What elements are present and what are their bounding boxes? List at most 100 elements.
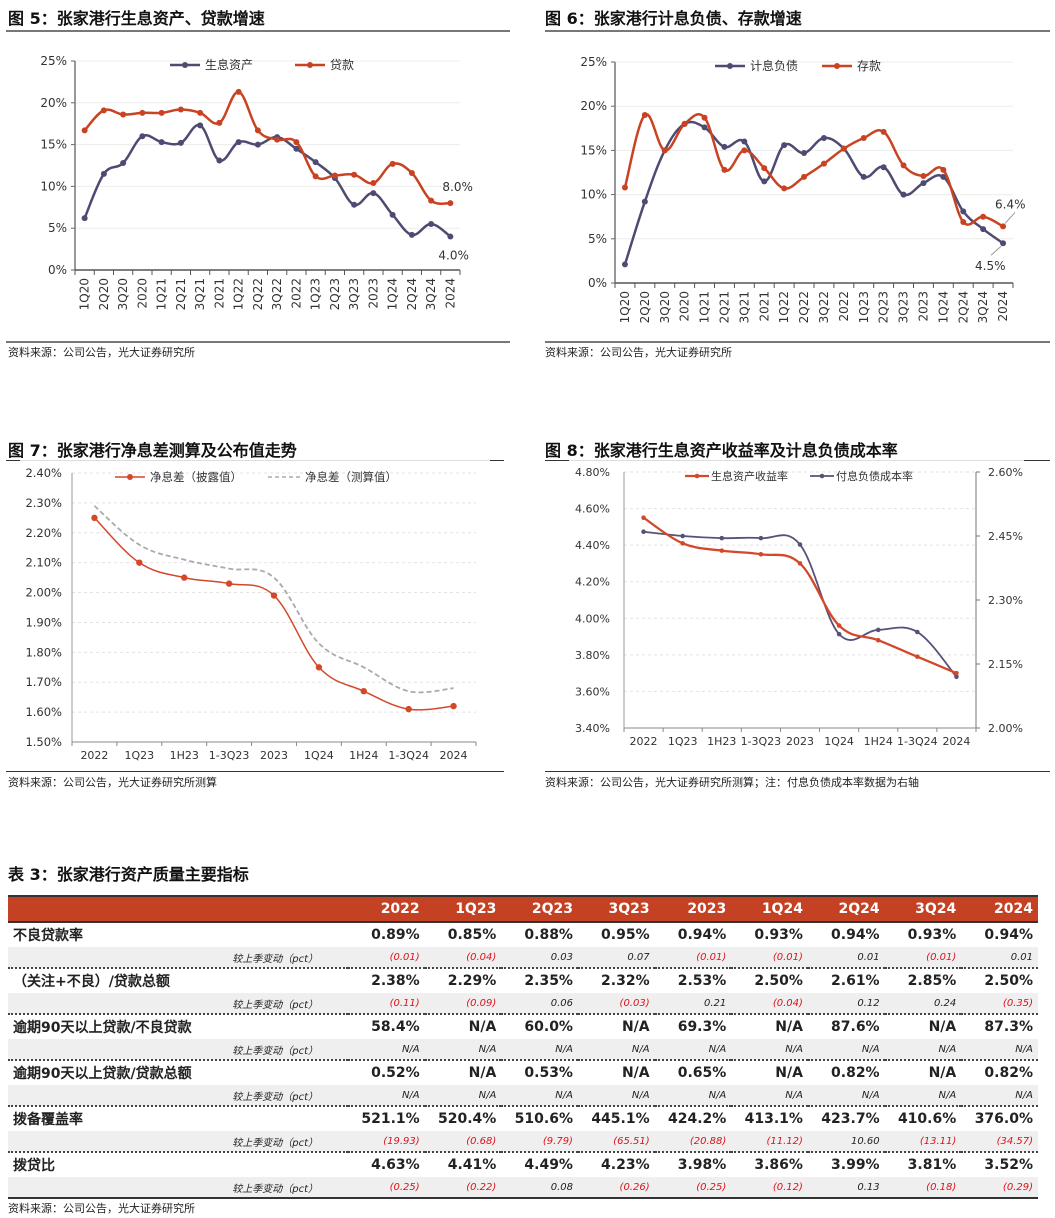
data-point	[447, 200, 454, 207]
legend-label: 生息资产收益率	[711, 469, 788, 483]
y-tick-label-left: 4.00%	[575, 612, 610, 625]
data-point	[840, 145, 847, 152]
change-value: 0.06	[501, 993, 578, 1015]
change-value: (0.26)	[577, 1177, 655, 1199]
change-value: N/A	[501, 1085, 578, 1107]
data-point	[389, 160, 396, 167]
change-value: N/A	[424, 1039, 502, 1061]
change-value: (9.79)	[501, 1131, 578, 1153]
table-header-cell: 1Q23	[424, 895, 502, 923]
data-point	[81, 127, 88, 134]
x-tick-label: 2Q21	[717, 291, 731, 323]
data-point	[900, 191, 907, 198]
data-point	[139, 109, 146, 116]
data-point	[758, 551, 764, 557]
x-tick-label: 1H24	[864, 735, 893, 748]
change-value: 10.60	[807, 1131, 885, 1153]
row-value: N/A	[621, 1065, 650, 1081]
row-value: 2.50%	[754, 973, 803, 989]
row-label: 拨备覆盖率	[13, 1112, 83, 1128]
data-point	[880, 128, 887, 135]
x-tick-label: 2Q22	[251, 278, 265, 310]
fig7-title-rule	[20, 460, 490, 461]
y-tick-label-right: 2.45%	[988, 530, 1023, 543]
x-tick-label: 1-3Q23	[209, 749, 250, 762]
row-value: 2.50%	[984, 973, 1033, 989]
row-value: N/A	[775, 1019, 803, 1035]
data-point	[351, 171, 358, 178]
fig7-rule-right	[490, 460, 504, 461]
x-tick-label: 1Q24	[304, 749, 334, 762]
fig7-rule-left	[6, 460, 20, 461]
x-tick-label: 1Q22	[777, 291, 791, 323]
table-change-row: 较上季变动（pct） N/A N/A N/A N/A N/A N/A N/A N/A N/A	[8, 1085, 1038, 1107]
x-tick-label: 2Q24	[956, 291, 970, 323]
change-value: 0.01	[961, 947, 1038, 969]
data-point	[781, 142, 788, 149]
row-value: 69.3%	[677, 1019, 727, 1035]
y-tick-label: 25%	[580, 55, 607, 69]
data-point	[351, 201, 358, 208]
y-tick-label: 20%	[580, 99, 607, 113]
x-tick-label: 2024	[996, 291, 1010, 322]
change-value: N/A	[731, 1085, 808, 1107]
y-tick-label: 1.90%	[25, 615, 62, 629]
x-tick-label: 2023	[786, 735, 814, 748]
data-point	[797, 561, 803, 566]
row-value: N/A	[468, 1019, 497, 1035]
row-value: 3.81%	[907, 1157, 957, 1173]
data-point	[781, 185, 788, 192]
y-tick-label: 15%	[580, 143, 607, 157]
x-tick-label: 1Q21	[155, 278, 169, 310]
legend-marker	[834, 63, 840, 69]
row-value: 445.1%	[591, 1111, 650, 1127]
x-tick-label: 1H23	[707, 735, 736, 748]
y-tick-label: 25%	[40, 54, 67, 68]
data-point	[680, 533, 685, 539]
x-tick-label: 2021	[757, 291, 771, 322]
data-point	[801, 173, 808, 180]
row-value: 0.53%	[524, 1065, 573, 1081]
y-tick-label: 15%	[40, 138, 67, 152]
row-value: 2.38%	[371, 973, 420, 989]
y-tick-label: 2.00%	[25, 586, 62, 600]
change-label: 较上季变动（pct）	[8, 1085, 348, 1107]
data-point	[1000, 240, 1007, 247]
row-label: 拨贷比	[13, 1158, 55, 1174]
fig7-source: 资料来源：公司公告，光大证券研究所测算	[8, 776, 217, 789]
row-value: 0.82%	[984, 1065, 1033, 1081]
x-tick-label: 2Q24	[405, 278, 419, 310]
change-value: 0.07	[577, 947, 655, 969]
x-tick-label: 2022	[80, 749, 108, 762]
x-tick-label: 2022	[837, 291, 851, 322]
data-point	[960, 208, 967, 215]
y-tick-label: 2.30%	[25, 496, 62, 510]
change-value: N/A	[884, 1039, 962, 1061]
change-value: (11.12)	[731, 1131, 808, 1153]
fig8-rule-right	[1024, 460, 1050, 461]
row-value: 2.32%	[601, 973, 650, 989]
y-tick-label-right: 2.00%	[988, 722, 1023, 735]
row-value: 2.35%	[524, 973, 573, 989]
data-point	[701, 114, 708, 121]
y-tick-label: 0%	[48, 263, 67, 277]
fig5-source: 资料来源：公司公告，光大证券研究所	[8, 346, 195, 359]
data-point	[920, 173, 927, 180]
data-point	[450, 702, 457, 710]
x-tick-label: 1H24	[349, 749, 378, 762]
x-tick-label: 3Q22	[817, 291, 831, 323]
row-value: 521.1%	[361, 1111, 420, 1127]
data-point	[120, 111, 127, 118]
change-value: (0.35)	[961, 993, 1038, 1015]
row-value: 4.49%	[524, 1157, 573, 1173]
data-point	[370, 180, 377, 187]
y-tick-label-left: 3.40%	[575, 722, 610, 735]
y-tick-label: 1.50%	[25, 735, 62, 749]
change-value: (0.18)	[884, 1177, 962, 1199]
table-row: 逾期90天以上贷款/贷款总额 0.52% N/A 0.53% N/A 0.65% N/A 0.…	[8, 1060, 1038, 1085]
table-source: 资料来源：公司公告，光大证券研究所	[8, 1202, 195, 1215]
data-point	[860, 173, 867, 180]
data-point	[741, 147, 748, 154]
data-point	[216, 157, 223, 164]
row-value: 0.94%	[831, 927, 880, 943]
